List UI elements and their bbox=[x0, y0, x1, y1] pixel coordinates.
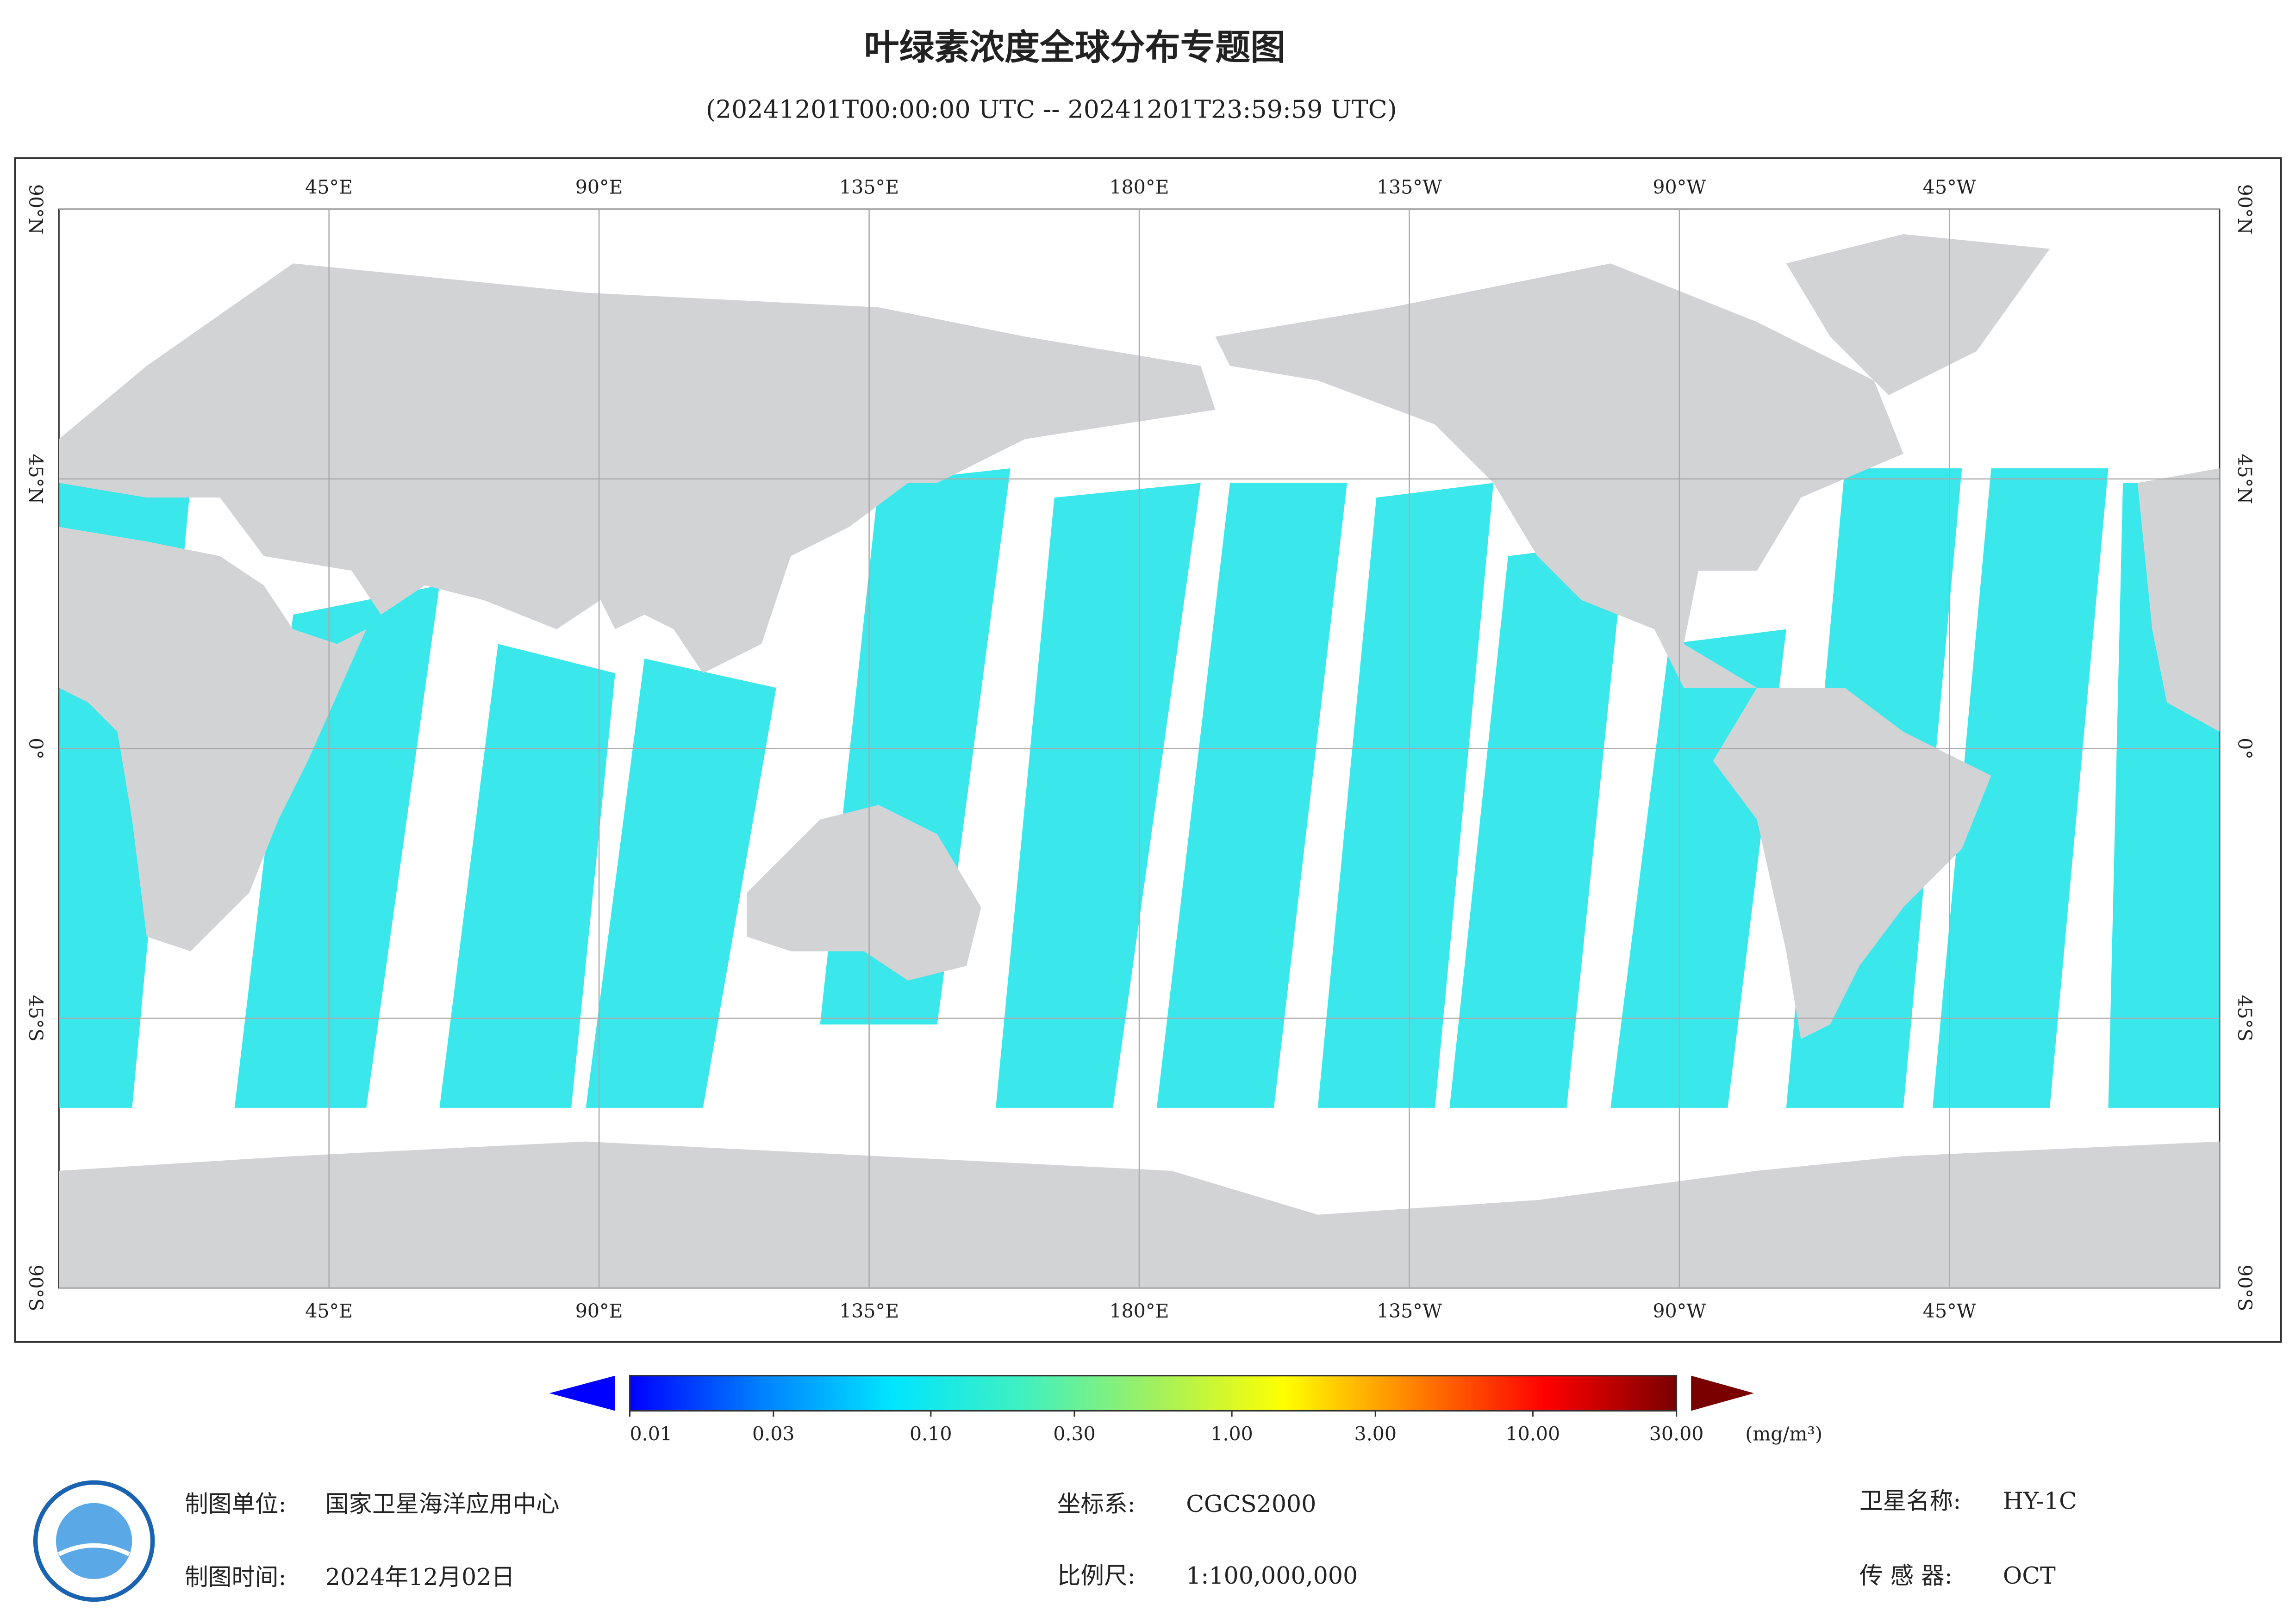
lat-label-right: 0° bbox=[2234, 738, 2256, 759]
title: 叶绿素浓度全球分布专题图 bbox=[864, 27, 1286, 68]
colorbar bbox=[629, 1374, 1678, 1412]
logo bbox=[33, 1480, 155, 1602]
lon-label-top: 90°W bbox=[1653, 176, 1706, 198]
lat-label-left: 0° bbox=[25, 738, 47, 759]
producer-label: 制图单位: bbox=[185, 1490, 286, 1517]
colorbar-tick-label: 0.10 bbox=[910, 1423, 952, 1445]
satellite-label: 卫星名称: bbox=[1859, 1487, 1961, 1515]
producer: 国家卫星海洋应用中心 bbox=[325, 1490, 560, 1517]
colorbar-tick-label: 0.03 bbox=[752, 1423, 795, 1445]
lon-label-bottom: 135°E bbox=[839, 1300, 899, 1322]
scale-label: 比例尺: bbox=[1057, 1562, 1136, 1589]
colorbar-tick-label: 0.30 bbox=[1053, 1423, 1096, 1445]
lon-label-top: 45°W bbox=[1923, 176, 1977, 198]
colorbar-under-arrow bbox=[549, 1375, 615, 1411]
lon-label-top: 45°E bbox=[305, 176, 353, 198]
colorbar-tick-label: 30.00 bbox=[1649, 1423, 1704, 1445]
lon-label-bottom: 45°W bbox=[1923, 1300, 1977, 1322]
lat-label-left: 90°N bbox=[25, 184, 47, 235]
lon-label-top: 135°E bbox=[839, 176, 899, 198]
colorbar-tick-label: 1.00 bbox=[1210, 1423, 1253, 1445]
crs: CGCS2000 bbox=[1186, 1490, 1316, 1517]
scale: 1:100,000,000 bbox=[1186, 1562, 1358, 1589]
lon-label-top: 180°E bbox=[1110, 176, 1169, 198]
crs-label: 坐标系: bbox=[1057, 1490, 1136, 1517]
lat-label-right: 90°N bbox=[2234, 184, 2256, 235]
lat-label-left: 45°N bbox=[25, 454, 47, 504]
lat-label-left: 45°S bbox=[25, 995, 47, 1042]
sensor: OCT bbox=[2003, 1562, 2056, 1589]
colorbar-tick-label: 10.00 bbox=[1505, 1423, 1560, 1445]
colorbar-unit: (mg/m³) bbox=[1745, 1423, 1822, 1445]
lat-label-right: 45°S bbox=[2234, 995, 2256, 1042]
colorbar-tick-label: 0.01 bbox=[630, 1423, 673, 1445]
date: 2024年12月02日 bbox=[325, 1563, 515, 1591]
lat-label-right: 90°S bbox=[2234, 1264, 2256, 1311]
lon-label-bottom: 180°E bbox=[1110, 1300, 1169, 1322]
subtitle: (20241201T00:00:00 UTC -- 20241201T23:59… bbox=[706, 94, 1397, 124]
colorbar-over-arrow bbox=[1691, 1375, 1754, 1411]
lat-label-left: 90°S bbox=[25, 1264, 47, 1311]
frame bbox=[14, 157, 2282, 1343]
lon-label-bottom: 90°W bbox=[1653, 1300, 1706, 1322]
date-label: 制图时间: bbox=[185, 1563, 286, 1591]
lon-label-top: 90°E bbox=[575, 176, 623, 198]
lon-label-bottom: 90°E bbox=[575, 1300, 623, 1322]
lat-label-right: 45°N bbox=[2234, 454, 2256, 504]
lon-label-bottom: 135°W bbox=[1377, 1300, 1442, 1322]
lon-label-top: 135°W bbox=[1377, 176, 1442, 198]
colorbar-tick-label: 3.00 bbox=[1354, 1423, 1397, 1445]
lon-label-bottom: 45°E bbox=[305, 1300, 353, 1322]
satellite: HY-1C bbox=[2003, 1487, 2077, 1515]
sensor-label: 传 感 器: bbox=[1859, 1562, 1953, 1589]
